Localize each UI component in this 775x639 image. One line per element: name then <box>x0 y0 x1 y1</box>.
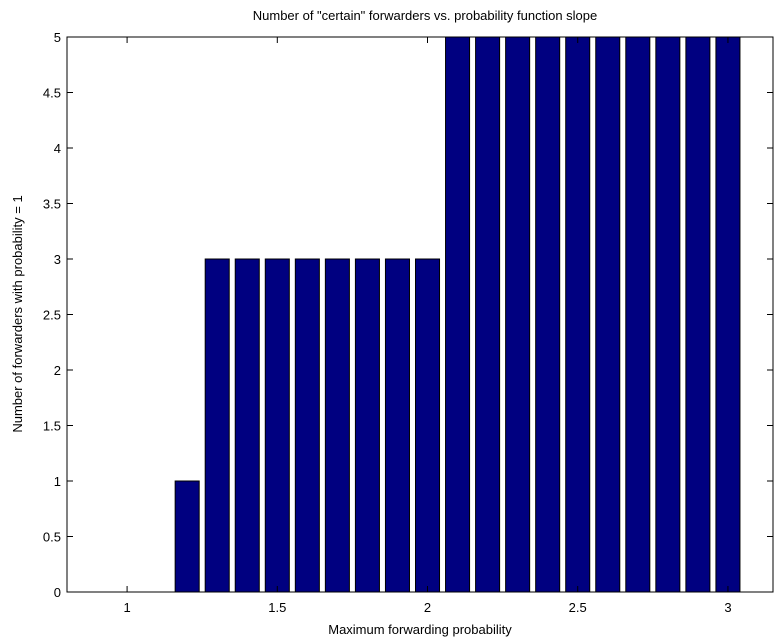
x-tick-label: 3 <box>724 600 731 615</box>
bar <box>715 36 741 593</box>
bar <box>475 36 501 593</box>
bar <box>685 36 711 593</box>
bar <box>384 258 410 593</box>
x-tick-label: 2.5 <box>569 600 587 615</box>
bar <box>535 36 561 593</box>
y-tick-label: 4.5 <box>43 86 61 101</box>
bar <box>505 36 531 593</box>
y-tick-label: 2.5 <box>43 308 61 323</box>
bar <box>625 36 651 593</box>
y-tick-label: 0 <box>54 585 61 600</box>
y-tick-label: 0.5 <box>43 530 61 545</box>
y-tick-label: 5 <box>54 30 61 45</box>
bar <box>595 36 621 593</box>
bar <box>204 258 230 593</box>
bar <box>264 258 290 593</box>
bar <box>354 258 380 593</box>
bar <box>324 258 350 593</box>
y-tick-label: 3 <box>54 252 61 267</box>
x-tick-label: 2 <box>424 600 431 615</box>
x-tick-label: 1 <box>123 600 130 615</box>
bar <box>414 258 441 593</box>
chart-title: Number of "certain" forwarders vs. proba… <box>253 8 598 23</box>
x-axis-ticks: 1 1.5 2 2.5 3 <box>123 37 732 615</box>
bar <box>294 258 320 593</box>
y-tick-label: 3.5 <box>43 197 61 212</box>
bar <box>655 36 681 593</box>
bar <box>234 258 260 593</box>
bar <box>565 36 591 593</box>
y-axis-label: Number of forwarders with probability = … <box>10 195 25 432</box>
bar <box>445 36 471 593</box>
y-tick-label: 1.5 <box>43 419 61 434</box>
y-tick-label: 2 <box>54 363 61 378</box>
y-tick-label: 1 <box>54 474 61 489</box>
x-axis-label: Maximum forwarding probability <box>328 622 512 637</box>
bar <box>174 480 200 593</box>
x-tick-label: 1.5 <box>268 600 286 615</box>
bar-group <box>174 36 741 593</box>
y-tick-label: 4 <box>54 141 61 156</box>
y-axis-ticks: 0 0.5 1 1.5 2 2.5 3 3.5 4 4.5 5 <box>43 30 773 600</box>
